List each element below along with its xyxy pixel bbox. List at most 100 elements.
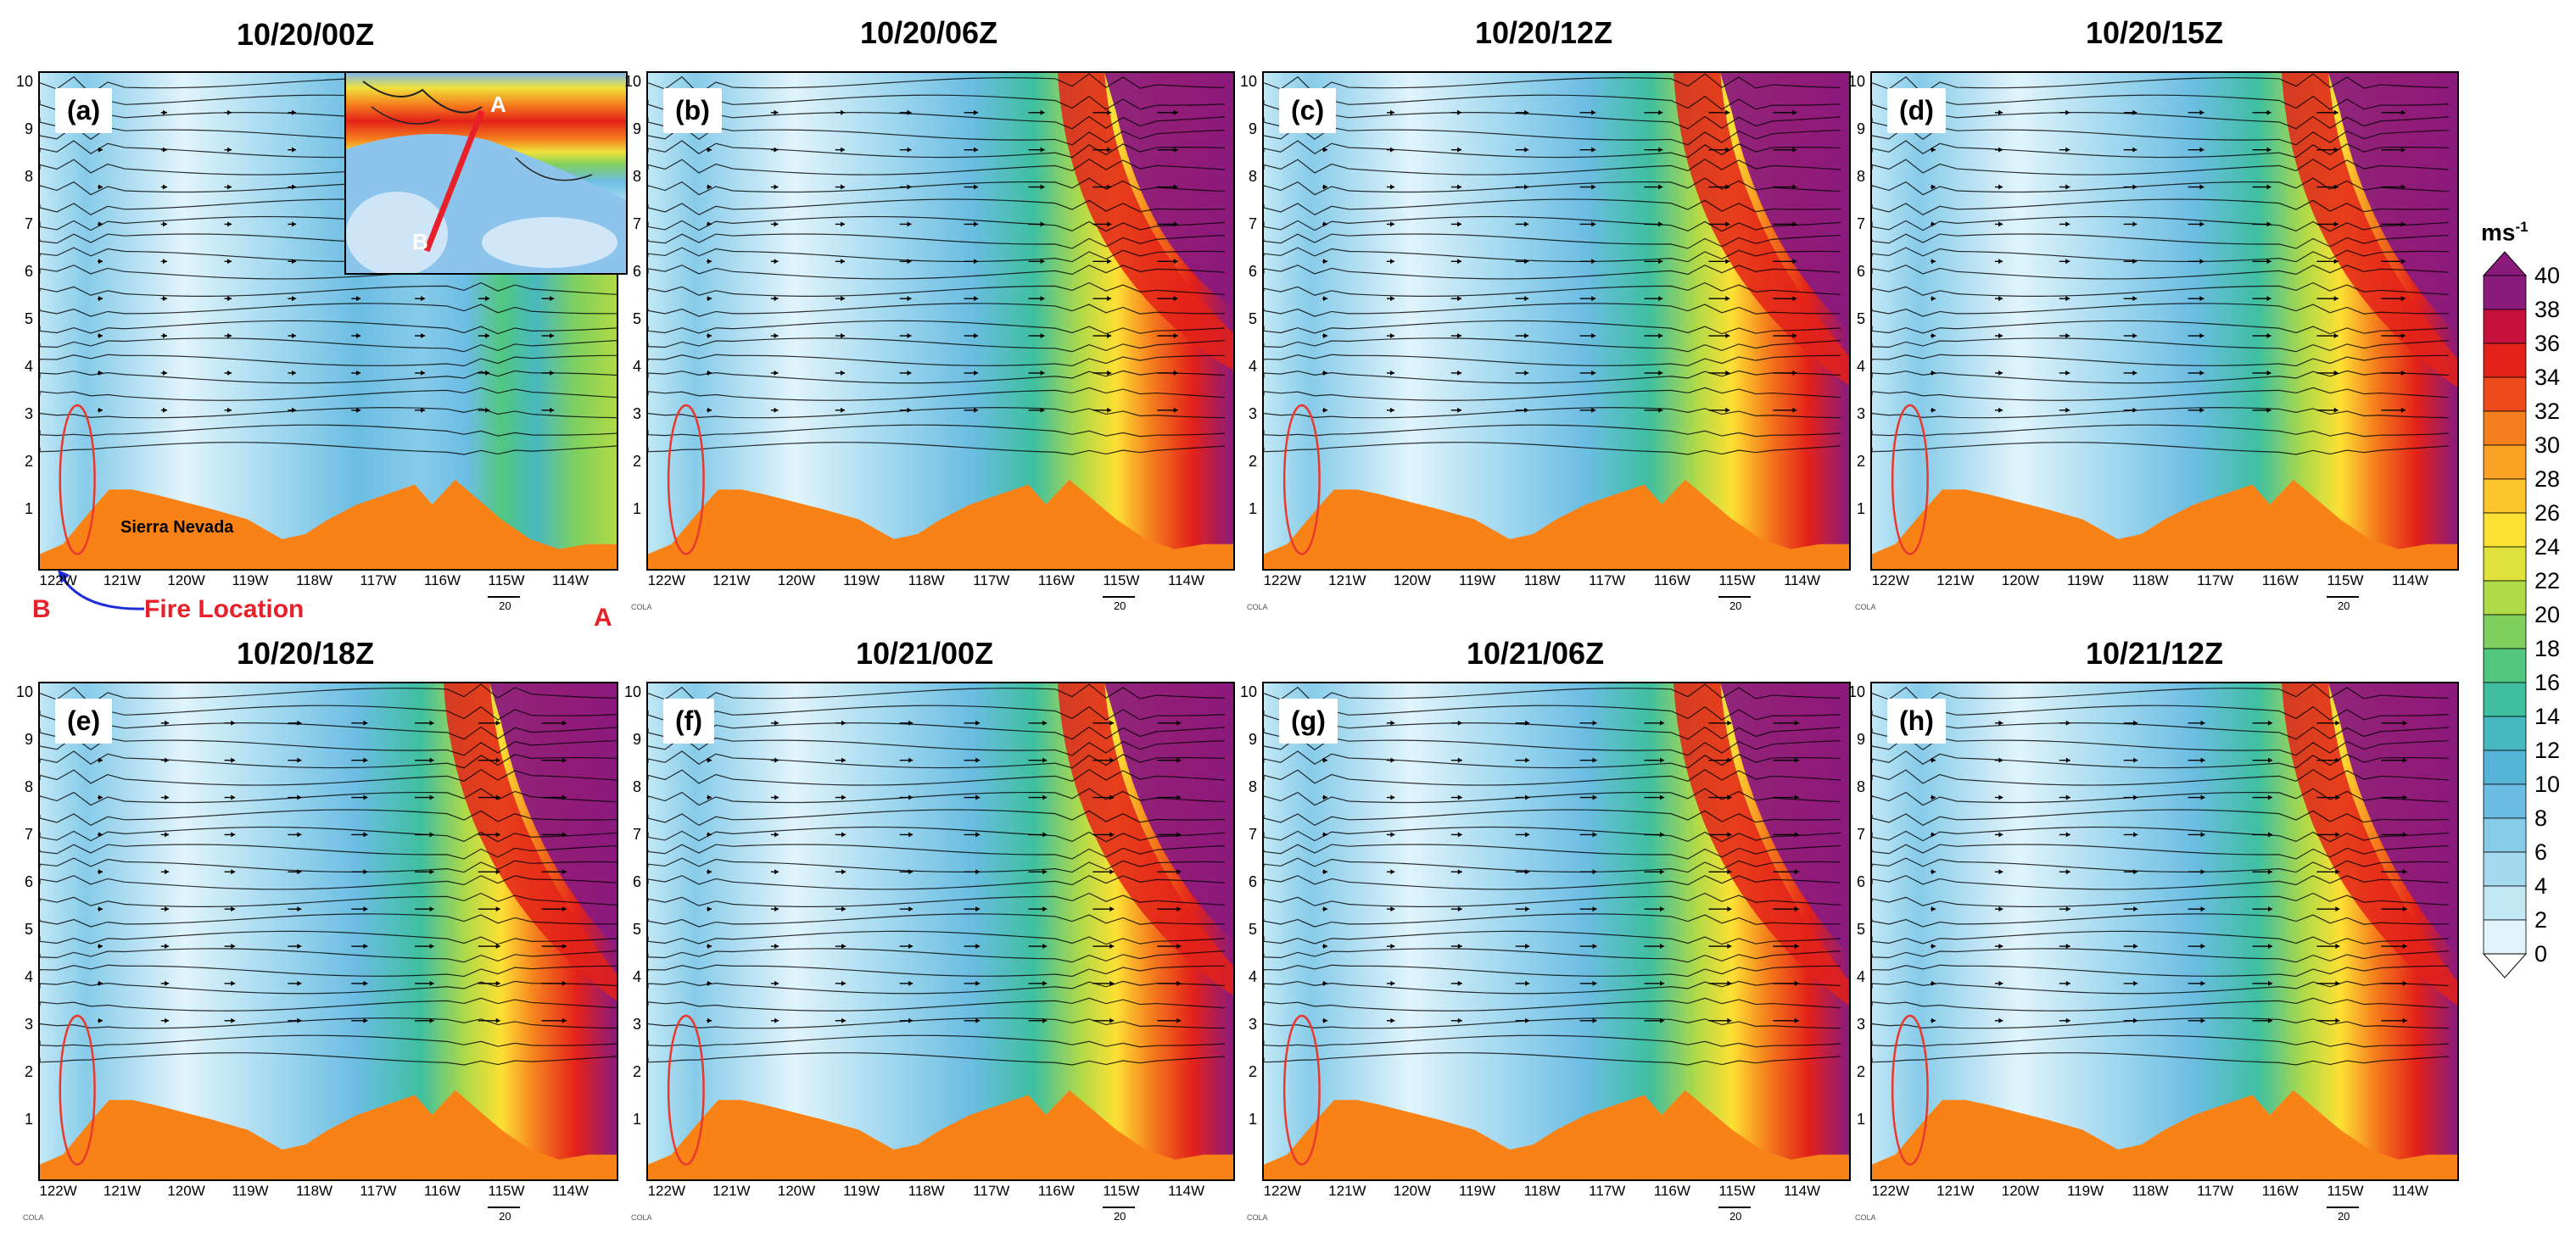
y-tick-label: 3 [1248, 405, 1257, 423]
vector-reference-label: 20 [499, 1210, 511, 1223]
panel-d: (d) [1870, 71, 2459, 571]
y-tick-label: 3 [632, 405, 641, 423]
y-tick-label: 9 [1248, 731, 1257, 749]
y-tick-label: 4 [1856, 968, 1865, 986]
x-tick-label: 117W [2197, 1183, 2234, 1199]
y-tick-label: 6 [24, 873, 33, 891]
terrain [648, 1090, 1233, 1179]
x-tick-label: 121W [1936, 1183, 1975, 1199]
y-tick-label: 1 [632, 1111, 641, 1129]
colorbar-segment [2483, 376, 2527, 412]
panel-title-c: 10/20/12Z [1474, 15, 1613, 50]
colorbar-tick-label: 20 [2534, 602, 2561, 627]
terrain [40, 1090, 617, 1179]
terrain [1264, 1090, 1849, 1179]
x-tick-label: 117W [973, 1183, 1010, 1199]
x-tick-label: 117W [2197, 572, 2234, 588]
x-tick-label: 119W [1458, 572, 1496, 588]
x-tick-label: 118W [908, 1183, 945, 1199]
vector-reference-label: 20 [2337, 1210, 2350, 1223]
x-tick-label: 117W [360, 572, 397, 588]
colorbar-tick-label: 36 [2534, 331, 2561, 356]
x-tick-label: 114W [1783, 572, 1821, 588]
vector-reference-label: 20 [1113, 1210, 1126, 1223]
colorbar-bottom-arrow [2482, 953, 2528, 978]
x-tick-label: 116W [423, 572, 461, 588]
y-tick-label: 9 [1856, 731, 1865, 749]
x-tick-label: 119W [232, 572, 269, 588]
y-tick-label: 4 [1248, 358, 1257, 376]
x-tick-label: 114W [1167, 1183, 1205, 1199]
colorbar-tick-label: 24 [2534, 534, 2561, 560]
x-tick-label: 121W [712, 1183, 751, 1199]
y-tick-label: 9 [24, 731, 33, 749]
y-tick-label: 5 [24, 310, 33, 328]
terrain [40, 479, 617, 569]
x-tick-label: 121W [1328, 572, 1366, 588]
vector-reference-arrow [488, 596, 521, 598]
colorbar [2482, 251, 2528, 978]
colorbar-segment [2483, 648, 2527, 683]
panel-f: (f) [646, 682, 1235, 1181]
cola-label: COLA [1247, 603, 1268, 611]
colorbar-tick-label: 38 [2534, 297, 2561, 322]
panel-letter: (a) [55, 88, 113, 133]
y-tick-label: 4 [24, 968, 33, 986]
y-tick-label: 7 [1856, 215, 1865, 233]
panel-title-f: 10/21/00Z [855, 636, 994, 671]
inset-map: A B [344, 71, 628, 275]
x-tick-label: 122W [647, 1183, 685, 1199]
x-tick-label: 120W [777, 572, 816, 588]
colorbar-tick-label: 8 [2534, 805, 2548, 831]
colorbar-segment [2483, 343, 2527, 378]
x-tick-label: 116W [423, 1183, 461, 1199]
y-tick-label: 10 [623, 73, 641, 90]
panel-c: (c) [1262, 71, 1851, 571]
vector-reference-arrow [2327, 1207, 2360, 1208]
panel-title-b: 10/20/06Z [859, 15, 998, 50]
y-tick-label: 8 [1248, 168, 1257, 186]
y-tick-label: 8 [24, 168, 33, 186]
colorbar-segment [2483, 614, 2527, 649]
colorbar-tick-label: 22 [2534, 568, 2561, 594]
panel-letter: (c) [1279, 88, 1337, 133]
x-tick-label: 117W [973, 572, 1010, 588]
y-tick-label: 10 [15, 683, 33, 700]
y-tick-label: 1 [1856, 500, 1865, 518]
y-tick-label: 3 [24, 405, 33, 423]
colorbar-segment [2483, 716, 2527, 751]
cross-section-plot [1872, 683, 2457, 1179]
panel-g: (g) [1262, 682, 1851, 1181]
terrain [1872, 479, 2457, 569]
y-tick-label: 4 [632, 358, 641, 376]
x-tick-label: 119W [1458, 1183, 1496, 1199]
y-tick-label: 3 [1248, 1016, 1257, 1034]
x-tick-label: 120W [167, 572, 205, 588]
colorbar-tick-label: 30 [2534, 432, 2561, 458]
x-tick-label: 120W [2001, 1183, 2040, 1199]
x-tick-label: 118W [2132, 572, 2169, 588]
colorbar-tick-label: 26 [2534, 500, 2561, 526]
y-tick-label: 5 [632, 921, 641, 939]
y-tick-label: 5 [1856, 310, 1865, 328]
panel-b: (b) [646, 71, 1235, 571]
x-tick-label: 120W [1393, 572, 1432, 588]
colorbar-segment [2483, 919, 2527, 955]
x-tick-label: 121W [1328, 1183, 1366, 1199]
x-tick-label: 118W [2132, 1183, 2169, 1199]
panel-title-h: 10/21/12Z [2085, 636, 2224, 671]
y-tick-label: 2 [1248, 1063, 1257, 1081]
y-tick-label: 3 [24, 1016, 33, 1034]
x-tick-label: 114W [1783, 1183, 1821, 1199]
colorbar-segment [2483, 478, 2527, 514]
colorbar-tick-label: 18 [2534, 636, 2561, 661]
y-tick-label: 2 [632, 1063, 641, 1081]
y-tick-label: 10 [1239, 73, 1257, 90]
colorbar-tick-label: 0 [2534, 941, 2548, 967]
cross-section-plot [1264, 73, 1849, 569]
colorbar-segment [2483, 444, 2527, 480]
x-tick-label: 120W [2001, 572, 2040, 588]
x-tick-label: 121W [103, 1183, 142, 1199]
panel-letter: (d) [1887, 88, 1946, 133]
y-tick-label: 4 [24, 358, 33, 376]
